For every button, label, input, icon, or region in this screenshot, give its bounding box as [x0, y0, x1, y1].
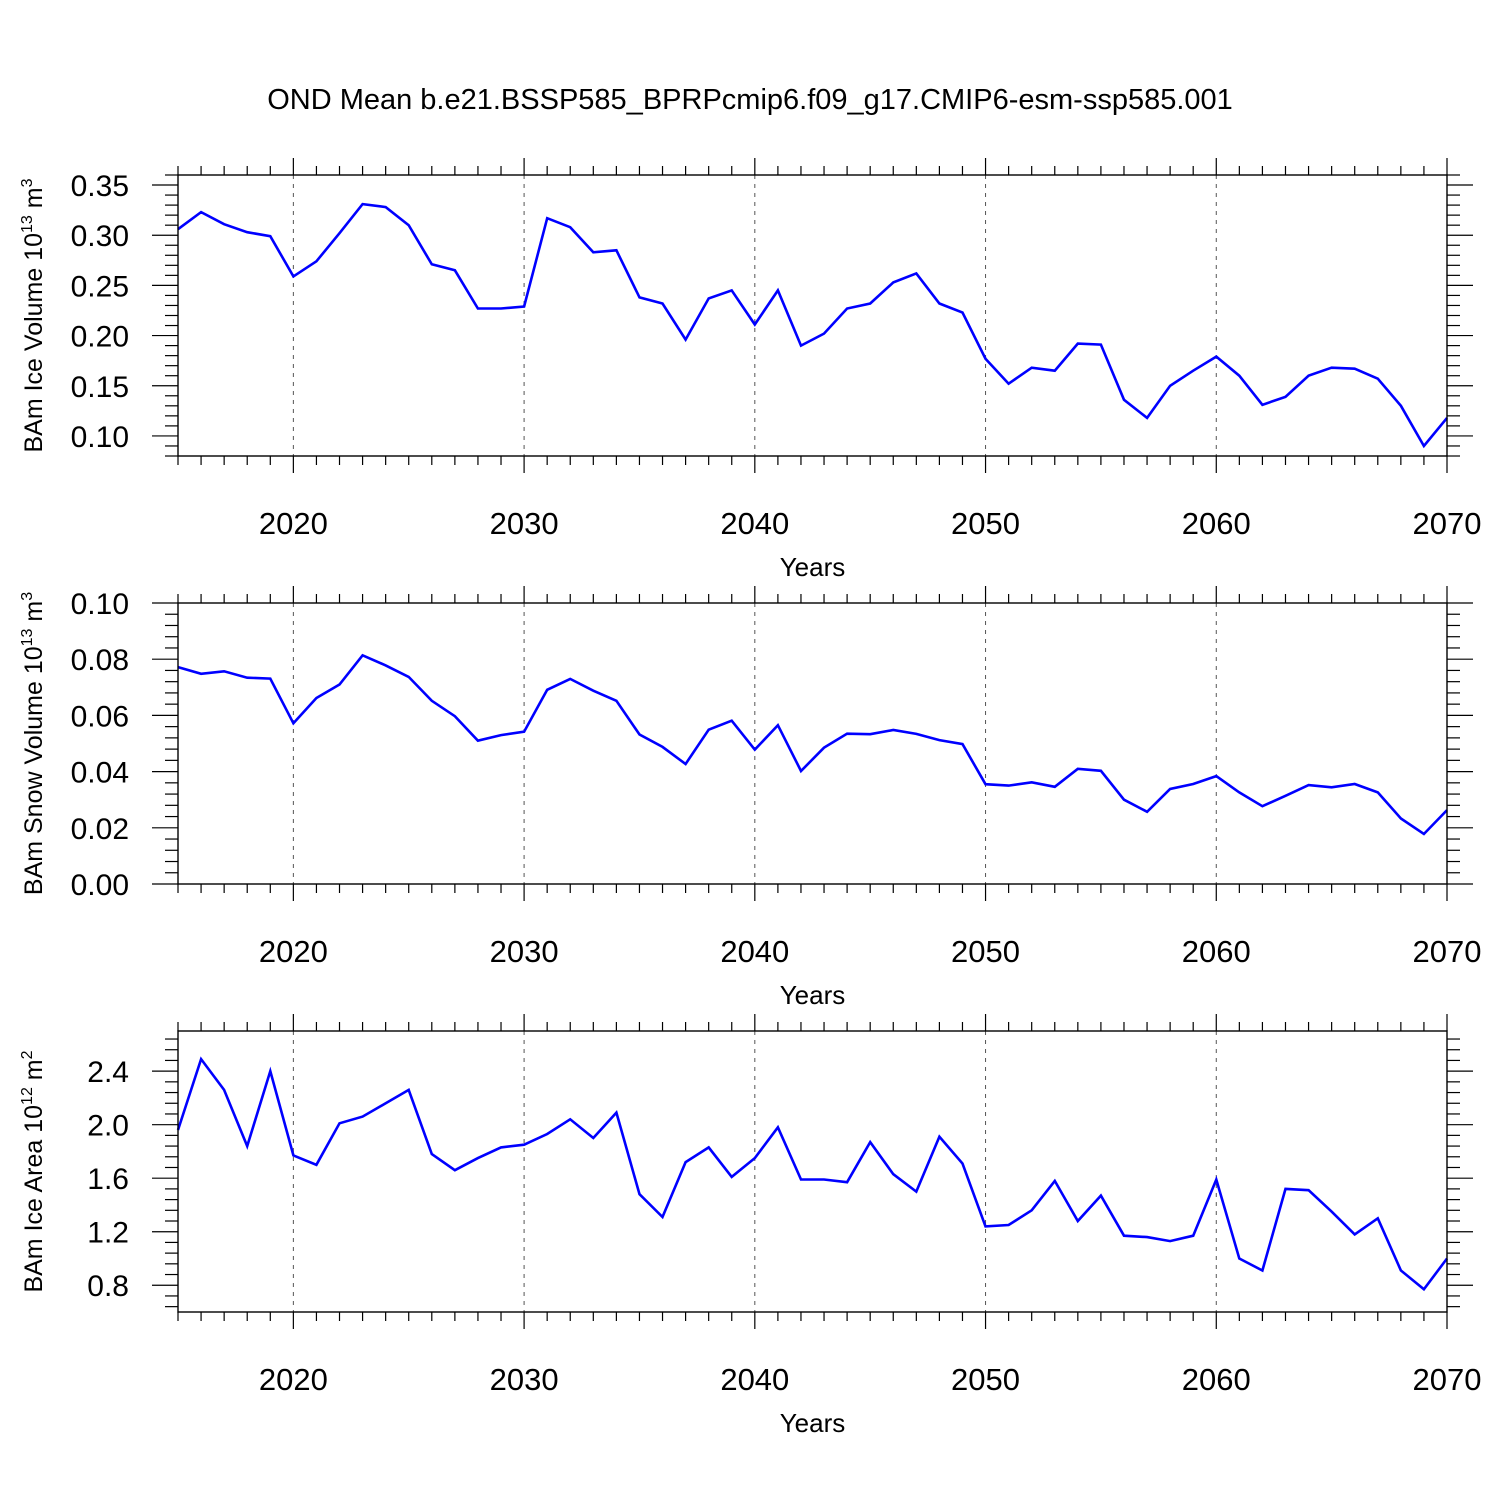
plot-frame — [177, 602, 1448, 885]
y-tick-label: 0.10 — [71, 588, 129, 621]
x-tick-label: 2050 — [951, 934, 1020, 969]
x-tick-label: 2020 — [259, 1362, 328, 1397]
y-axis-label-unit_sup: 3 — [19, 178, 36, 187]
plot-frame — [177, 1030, 1448, 1313]
x-tick-label: 2060 — [1182, 934, 1251, 969]
y-tick-label: 0.02 — [71, 813, 129, 846]
x-axis-label: Years — [780, 980, 846, 1010]
y-tick-label: 2.0 — [87, 1110, 129, 1143]
x-tick-label: 2070 — [1413, 506, 1482, 541]
x-tick-label: 2050 — [951, 506, 1020, 541]
y-axis-label-sup: 13 — [19, 215, 36, 233]
x-tick-label: 2060 — [1182, 506, 1251, 541]
y-tick-label: 2.4 — [87, 1056, 129, 1089]
y-axis-label: BAm Snow Volume 1013 m3 — [19, 592, 48, 895]
y-tick-label: 0.10 — [71, 421, 129, 454]
y-tick-label: 0.00 — [71, 869, 129, 902]
x-tick-label: 2070 — [1413, 1362, 1482, 1397]
x-tick-label: 2040 — [720, 506, 789, 541]
x-tick-label: 2020 — [259, 934, 328, 969]
x-axis-label: Years — [780, 552, 846, 582]
x-tick-label: 2040 — [720, 1362, 789, 1397]
y-tick-label: 0.30 — [71, 220, 129, 253]
x-tick-label: 2030 — [490, 1362, 559, 1397]
y-axis-label-unit_sup: 2 — [19, 1050, 36, 1059]
series-line — [176, 1056, 1449, 1292]
y-tick-label: 0.15 — [71, 371, 129, 404]
y-tick-label: 1.2 — [87, 1217, 129, 1250]
y-tick-label: 0.08 — [71, 644, 129, 677]
y-axis-label: BAm Ice Area 1012 m2 — [19, 1050, 48, 1292]
series-line — [177, 653, 1448, 836]
x-tick-label: 2030 — [490, 506, 559, 541]
chart-panel-3: 0.8 1.2 1.6 2.0 2.4 2020 2030 2040 2050 2060 2070 Y… — [19, 1014, 1481, 1438]
y-tick-label: 0.35 — [71, 170, 129, 203]
x-tick-label: 2020 — [259, 506, 328, 541]
y-tick-label: 0.25 — [71, 270, 129, 303]
plot-frame — [177, 174, 1448, 457]
y-axis-label-sup: 12 — [19, 1087, 36, 1105]
y-axis-label-text: BAm Ice Volume 10 — [20, 233, 48, 453]
series-line — [177, 202, 1449, 449]
y-axis-label-unit_sup: 3 — [19, 592, 36, 601]
x-tick-label: 2040 — [720, 934, 789, 969]
y-axis-label-text: BAm Snow Volume 10 — [20, 646, 48, 895]
x-tick-label: 2050 — [951, 1362, 1020, 1397]
chart-panel-1: 0.10 0.15 0.20 0.25 0.30 0.35 2020 2030 2040 2050… — [19, 158, 1481, 582]
x-axis-label: Years — [780, 1408, 846, 1438]
chart-title: OND Mean b.e21.BSSP585_BPRPcmip6.f09_g17… — [267, 84, 1233, 116]
y-axis-label-text: BAm Ice Area 10 — [20, 1105, 48, 1293]
y-axis-label: BAm Ice Volume 1013 m3 — [19, 178, 48, 452]
x-tick-label: 2060 — [1182, 1362, 1251, 1397]
chart-panel-2: 0.00 0.02 0.04 0.06 0.08 0.10 2020 2030 2040 2050… — [19, 586, 1481, 1010]
x-tick-label: 2070 — [1413, 934, 1482, 969]
y-tick-label: 0.8 — [87, 1270, 129, 1303]
y-tick-label: 0.06 — [71, 700, 129, 733]
y-axis-label-sup: 13 — [19, 628, 36, 646]
y-axis-label-unit: m — [20, 187, 48, 215]
y-tick-label: 0.04 — [71, 757, 129, 790]
x-tick-label: 2030 — [490, 934, 559, 969]
y-axis-label-unit: m — [20, 601, 48, 629]
y-tick-label: 0.20 — [71, 321, 129, 354]
y-axis-label-unit: m — [20, 1059, 48, 1087]
y-tick-label: 1.6 — [87, 1163, 129, 1196]
